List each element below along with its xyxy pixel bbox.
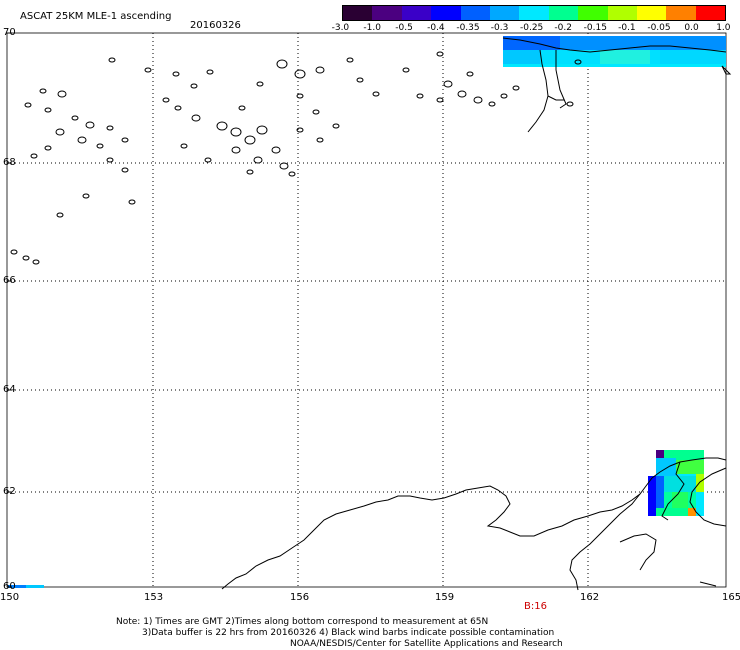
colorbar-label: -0.05 [647, 23, 671, 33]
colorbar-segment [401, 6, 432, 20]
colorbar-label: 0.0 [684, 23, 699, 33]
lon-label-153: 153 [144, 592, 164, 603]
colorbar-segment [607, 6, 637, 20]
axis-ticks [7, 32, 12, 588]
colorbar-label: -0.15 [583, 23, 607, 33]
wind-swath-south [648, 450, 704, 516]
lat-label-68: 68 [3, 157, 16, 168]
colorbar-label: -1.0 [363, 23, 381, 33]
colorbar-segment [666, 6, 696, 20]
colorbar-segment [431, 6, 461, 20]
colorbar-segment [489, 6, 520, 20]
wind-swath-north [503, 36, 726, 67]
colorbar-label: -0.3 [490, 23, 509, 33]
colorbar [342, 5, 726, 21]
lon-label-150: 150 [0, 592, 20, 603]
colorbar-label: -0.2 [554, 23, 572, 33]
lat-label-64: 64 [3, 384, 16, 395]
lat-label-66: 66 [3, 275, 16, 286]
colorbar-label: -3.0 [331, 23, 350, 33]
plot-frame [6, 32, 727, 588]
lon-label-156: 156 [290, 592, 310, 603]
colorbar-segment [548, 6, 579, 20]
lon-label-165: 165 [722, 592, 740, 603]
colorbar-label: -0.4 [427, 23, 445, 33]
lat-label-62: 62 [3, 486, 16, 497]
lakes [10, 51, 582, 265]
graticule [7, 33, 726, 587]
colorbar-label: -0.1 [618, 23, 636, 33]
lon-label-159: 159 [435, 592, 455, 603]
footer-note-3: NOAA/NESDIS/Center for Satellite Applica… [290, 639, 563, 649]
colorbar-label: -0.5 [395, 23, 413, 33]
colorbar-segment [519, 6, 549, 20]
colorbar-segment [695, 6, 726, 20]
lat-label-70: 70 [3, 27, 16, 38]
colorbar-segment [372, 6, 402, 20]
map-date: 20160326 [190, 20, 241, 31]
colorbar-label: -0.35 [456, 23, 480, 33]
colorbar-label: -0.25 [520, 23, 544, 33]
footer-note-1: Note: 1) Times are GMT 2)Times along bot… [116, 617, 489, 627]
coastline [221, 37, 732, 591]
colorbar-labels: -3.0 -1.0 -0.5 -0.4 -0.35 -0.3 -0.25 -0.2 -0.15 -… [330, 23, 740, 35]
map-title: ASCAT 25KM MLE-1 ascending [20, 11, 172, 22]
lat-label-60: 60 [3, 581, 16, 592]
footer-note-2: 3)Data buffer is 22 hrs from 20160326 4)… [142, 628, 555, 638]
colorbar-segment [460, 6, 490, 20]
lon-label-162: 162 [580, 592, 600, 603]
colorbar-label: 1.0 [716, 23, 731, 33]
colorbar-segment [636, 6, 667, 20]
colorbar-segment [343, 6, 373, 20]
colorbar-segment [578, 6, 608, 20]
wind-swath-sw [8, 585, 44, 588]
time-marker: B:16 [524, 601, 547, 612]
